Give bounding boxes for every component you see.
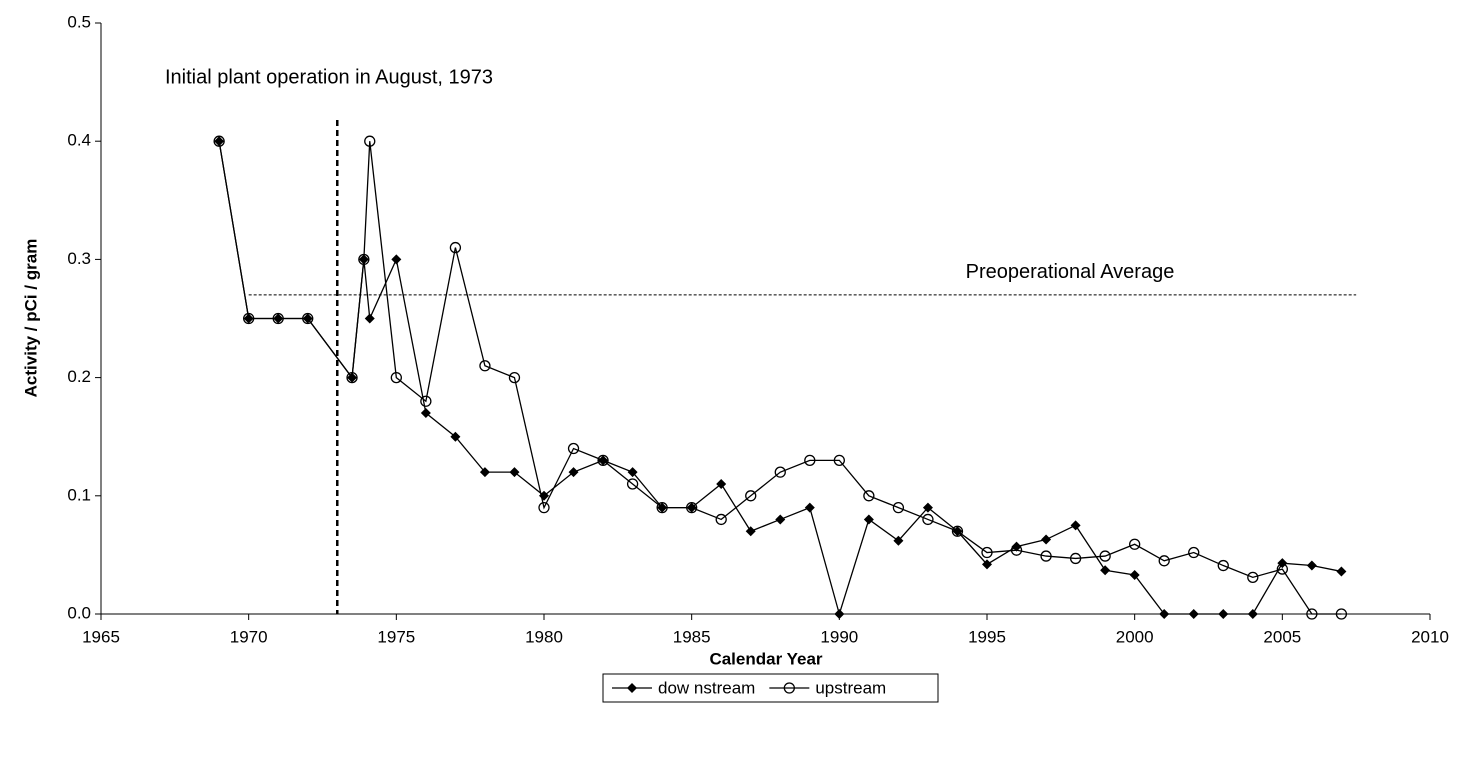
data-point (479, 360, 491, 372)
data-point (346, 371, 358, 384)
y-tick-label: 0.0 (67, 603, 91, 622)
x-tick-label: 1965 (82, 627, 120, 646)
data-point (1218, 609, 1229, 619)
data-point (1277, 558, 1288, 569)
data-point (1276, 563, 1288, 575)
data-point (833, 454, 845, 466)
data-point (243, 312, 255, 325)
data-point (1306, 560, 1317, 571)
legend-label: dow nstream (658, 678, 755, 697)
x-tick-label: 1990 (820, 627, 858, 646)
annotation: Initial plant operation in August, 1973 (165, 66, 493, 88)
data-point (951, 525, 964, 537)
data-point (538, 501, 550, 514)
data-point (508, 371, 521, 384)
x-tick-label: 1980 (525, 627, 563, 646)
y-tick-label: 0.5 (67, 12, 91, 31)
data-point (391, 254, 402, 265)
data-point (1100, 565, 1111, 576)
data-point (1188, 609, 1199, 619)
data-point (420, 395, 432, 407)
data-point (745, 526, 756, 537)
data-point (1247, 571, 1259, 584)
data-point (834, 609, 845, 619)
y-tick-label: 0.2 (67, 367, 91, 386)
data-point (982, 559, 992, 570)
x-tick-label: 1995 (968, 627, 1006, 646)
data-point (1069, 552, 1082, 565)
data-point (716, 478, 727, 489)
data-point (627, 467, 638, 478)
data-point (686, 501, 698, 514)
data-point (568, 467, 579, 478)
data-point (1129, 538, 1141, 550)
data-point (364, 135, 376, 147)
legend-marker (783, 682, 795, 694)
x-tick-label: 2010 (1411, 627, 1449, 646)
x-tick-label: 2005 (1263, 627, 1301, 646)
data-point (1041, 534, 1052, 545)
data-point (1159, 609, 1170, 619)
data-point (774, 466, 786, 478)
data-point (715, 513, 727, 526)
data-point (656, 501, 668, 514)
data-point (302, 312, 314, 325)
data-point (1099, 550, 1111, 562)
data-point (1129, 569, 1140, 580)
data-point (922, 502, 933, 513)
data-point (1011, 541, 1022, 552)
data-point (449, 241, 462, 254)
data-point (1306, 608, 1318, 620)
y-tick-label: 0.3 (67, 249, 91, 268)
data-point (1217, 559, 1229, 572)
data-point (893, 535, 904, 546)
x-tick-label: 2000 (1116, 627, 1154, 646)
data-point (922, 513, 934, 526)
data-point (626, 478, 639, 490)
data-point (1040, 550, 1052, 562)
x-tick-label: 1975 (377, 627, 415, 646)
data-point (892, 501, 905, 514)
data-point (364, 313, 375, 324)
y-tick-label: 0.4 (67, 131, 91, 150)
data-point (1070, 520, 1081, 531)
legend-label: upstream (815, 678, 886, 697)
data-point (775, 514, 786, 525)
y-tick-label: 0.1 (67, 485, 91, 504)
data-point (390, 371, 402, 384)
data-point (863, 514, 874, 525)
data-point (804, 502, 815, 513)
data-point (1335, 608, 1348, 620)
data-point (745, 490, 757, 502)
data-point (1336, 566, 1347, 577)
data-point (1010, 544, 1023, 556)
data-point (272, 312, 284, 325)
data-point (981, 546, 993, 559)
data-point (1188, 546, 1200, 559)
series-line (218, 141, 1342, 617)
x-tick-label: 1970 (230, 627, 268, 646)
data-point (863, 490, 875, 502)
legend-box (602, 673, 939, 703)
series-line (218, 141, 1342, 615)
data-point (420, 408, 431, 419)
data-point (450, 431, 461, 442)
reference-label: Preoperational Average (966, 261, 1175, 283)
data-point (1247, 609, 1258, 619)
data-point (1158, 555, 1170, 567)
data-point (804, 454, 816, 466)
data-point (509, 467, 520, 478)
data-point (213, 135, 225, 147)
y-axis-label: Activity / pCi / gram (21, 239, 40, 398)
data-point (597, 454, 609, 466)
data-point (358, 253, 370, 266)
x-axis-label: Calendar Year (709, 649, 822, 668)
x-tick-label: 1985 (673, 627, 711, 646)
legend-marker (627, 683, 637, 693)
data-point (567, 442, 580, 455)
data-point (479, 467, 490, 478)
